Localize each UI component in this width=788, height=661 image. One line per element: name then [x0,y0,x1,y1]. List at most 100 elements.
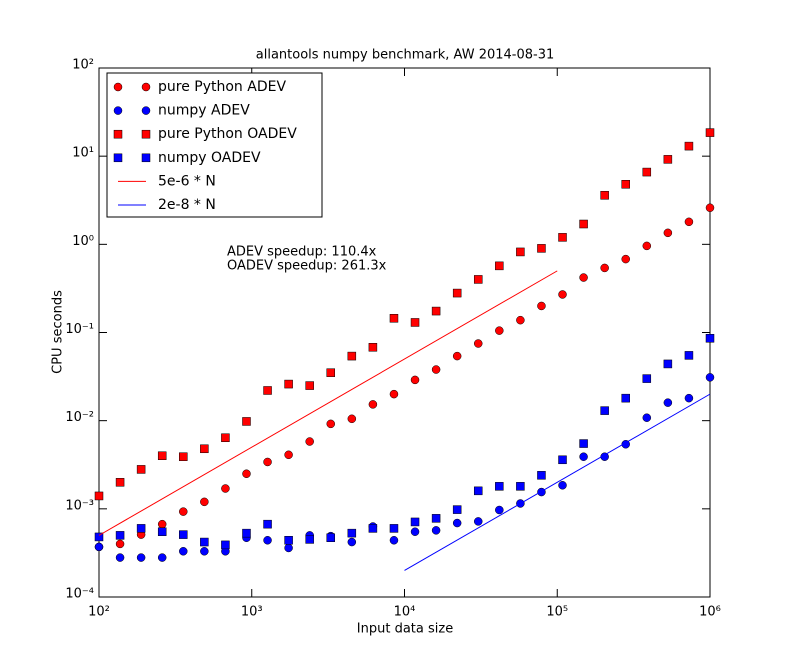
circle-marker [179,507,188,516]
circle-marker [200,497,209,507]
square-marker [94,491,104,501]
circle-marker [157,553,167,562]
annotation: OADEV speedup: 261.3x [227,259,387,274]
circle-marker [684,393,694,403]
square-marker [663,359,673,369]
annotation: ADEV speedup: 110.4x [227,245,377,260]
square-marker [200,444,209,454]
circle-marker [284,450,293,460]
square-marker [141,129,151,139]
square-marker [326,368,336,377]
square-marker [368,524,378,533]
x-tick-label: 10² [88,605,110,620]
square-marker [600,406,609,415]
square-marker [263,519,272,529]
square-marker [473,486,483,496]
square-marker [115,531,125,540]
square-marker [368,343,378,352]
square-marker [684,351,694,360]
square-marker [136,465,146,474]
y-tick-label: 10⁻¹ [65,322,94,337]
circle-marker [684,217,694,227]
square-marker [157,451,167,461]
circle-marker [200,547,209,556]
square-marker [389,314,399,323]
x-tick-label: 10⁵ [546,605,568,620]
circle-marker [368,400,378,409]
fit-line [98,270,558,536]
circle-marker [558,290,567,299]
square-marker [684,141,694,151]
chart-title: allantools numpy benchmark, AW 2014-08-3… [256,48,555,63]
square-marker [141,153,151,163]
square-marker [495,482,504,491]
square-marker [113,153,123,163]
circle-marker [495,505,504,515]
circle-marker [579,452,588,461]
circle-marker [473,339,483,348]
circle-marker [263,457,272,467]
y-tick-label: 10¹ [72,146,94,161]
square-marker [558,233,567,242]
circle-marker [221,484,230,493]
circle-marker [473,517,483,526]
x-axis-label: Input data size [357,622,453,637]
square-marker [242,528,251,538]
square-marker [621,180,630,189]
square-marker [179,530,188,539]
square-marker [410,517,420,527]
circle-marker [516,315,525,325]
circle-marker [141,106,151,115]
square-marker [179,452,188,461]
fit-line [404,393,711,571]
circle-marker [347,414,357,424]
x-tick-label: 10⁶ [699,605,721,620]
square-marker [537,471,546,480]
square-marker [473,275,483,284]
square-marker [242,417,251,426]
square-marker [558,455,567,465]
legend-label: 2e-8 * N [158,197,216,213]
square-marker [642,374,652,383]
y-axis-label: CPU seconds [51,290,66,374]
square-marker [579,439,588,448]
y-tick-label: 10⁻⁴ [65,587,94,602]
circle-marker [537,301,546,311]
circle-marker [600,263,609,273]
square-marker [579,219,588,229]
circle-marker [452,351,462,361]
square-marker [157,527,167,536]
circle-marker [242,469,251,478]
legend-label: numpy OADEV [158,150,261,166]
square-marker [326,533,336,542]
circle-marker [642,413,652,422]
circle-marker [326,419,336,429]
circle-marker [579,273,588,282]
x-tick-label: 10⁴ [394,605,416,620]
square-marker [347,351,357,361]
x-tick-label: 10³ [241,605,263,620]
legend-label: pure Python ADEV [158,79,286,95]
circle-marker [642,241,652,251]
square-marker [284,379,293,389]
circle-marker [410,375,420,385]
circle-marker [621,254,630,264]
circle-marker [431,526,441,535]
circle-marker [115,553,125,562]
square-marker [221,540,230,550]
circle-marker [263,536,272,545]
square-marker [136,524,146,533]
circle-marker [452,518,462,528]
circle-marker [410,527,420,536]
square-marker [621,393,630,403]
circle-marker [115,539,125,549]
circle-marker [113,106,123,115]
square-marker [263,386,272,395]
square-marker [115,478,125,487]
circle-marker [141,82,151,92]
square-marker [431,306,441,316]
square-marker [516,247,525,257]
circle-marker [113,82,123,92]
square-marker [284,536,293,545]
